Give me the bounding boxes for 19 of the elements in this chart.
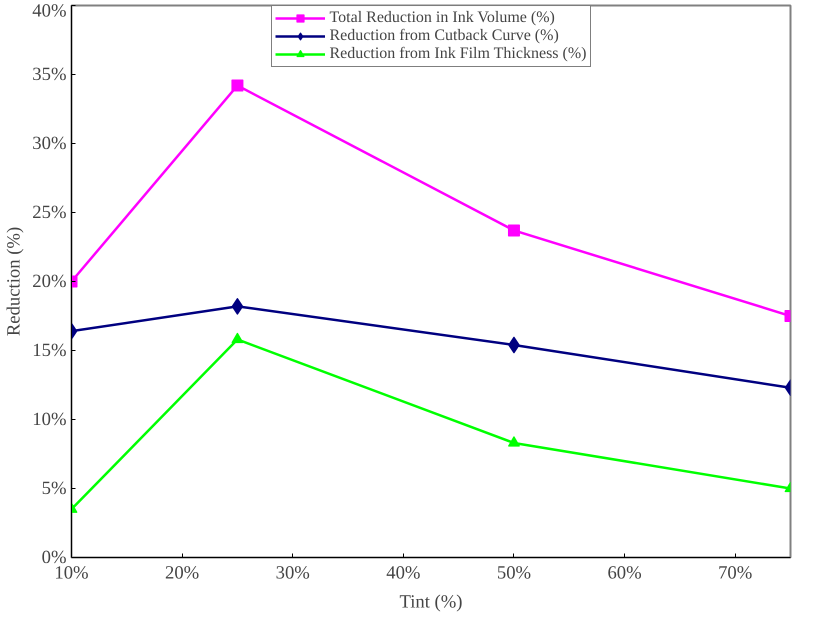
legend-label: Reduction from Cutback Curve (%) xyxy=(330,27,559,45)
y-tick-label: 30% xyxy=(32,133,67,154)
x-tick-label: 70% xyxy=(718,562,752,584)
y-tick-label: 5% xyxy=(42,478,67,499)
y-tick-label: 15% xyxy=(32,340,67,361)
x-tick-label: 60% xyxy=(607,562,642,584)
legend-label: Reduction from Ink Film Thickness (%) xyxy=(330,45,586,63)
y-tick-label: 20% xyxy=(32,271,67,292)
y-tick-label: 25% xyxy=(32,202,67,223)
x-tick-label: 20% xyxy=(165,562,200,584)
y-axis-title: Reduction (%) xyxy=(3,226,24,336)
y-tick-label: 35% xyxy=(32,64,67,85)
x-axis-title: Tint (%) xyxy=(399,592,463,612)
x-tick-label: 40% xyxy=(386,562,420,584)
x-tick-label: 30% xyxy=(276,562,310,584)
y-tick-label: 40% xyxy=(32,0,67,22)
legend-label: Total Reduction in Ink Volume (%) xyxy=(330,9,555,27)
y-tick-label: 10% xyxy=(32,409,67,430)
x-tick-label: 50% xyxy=(496,562,532,584)
